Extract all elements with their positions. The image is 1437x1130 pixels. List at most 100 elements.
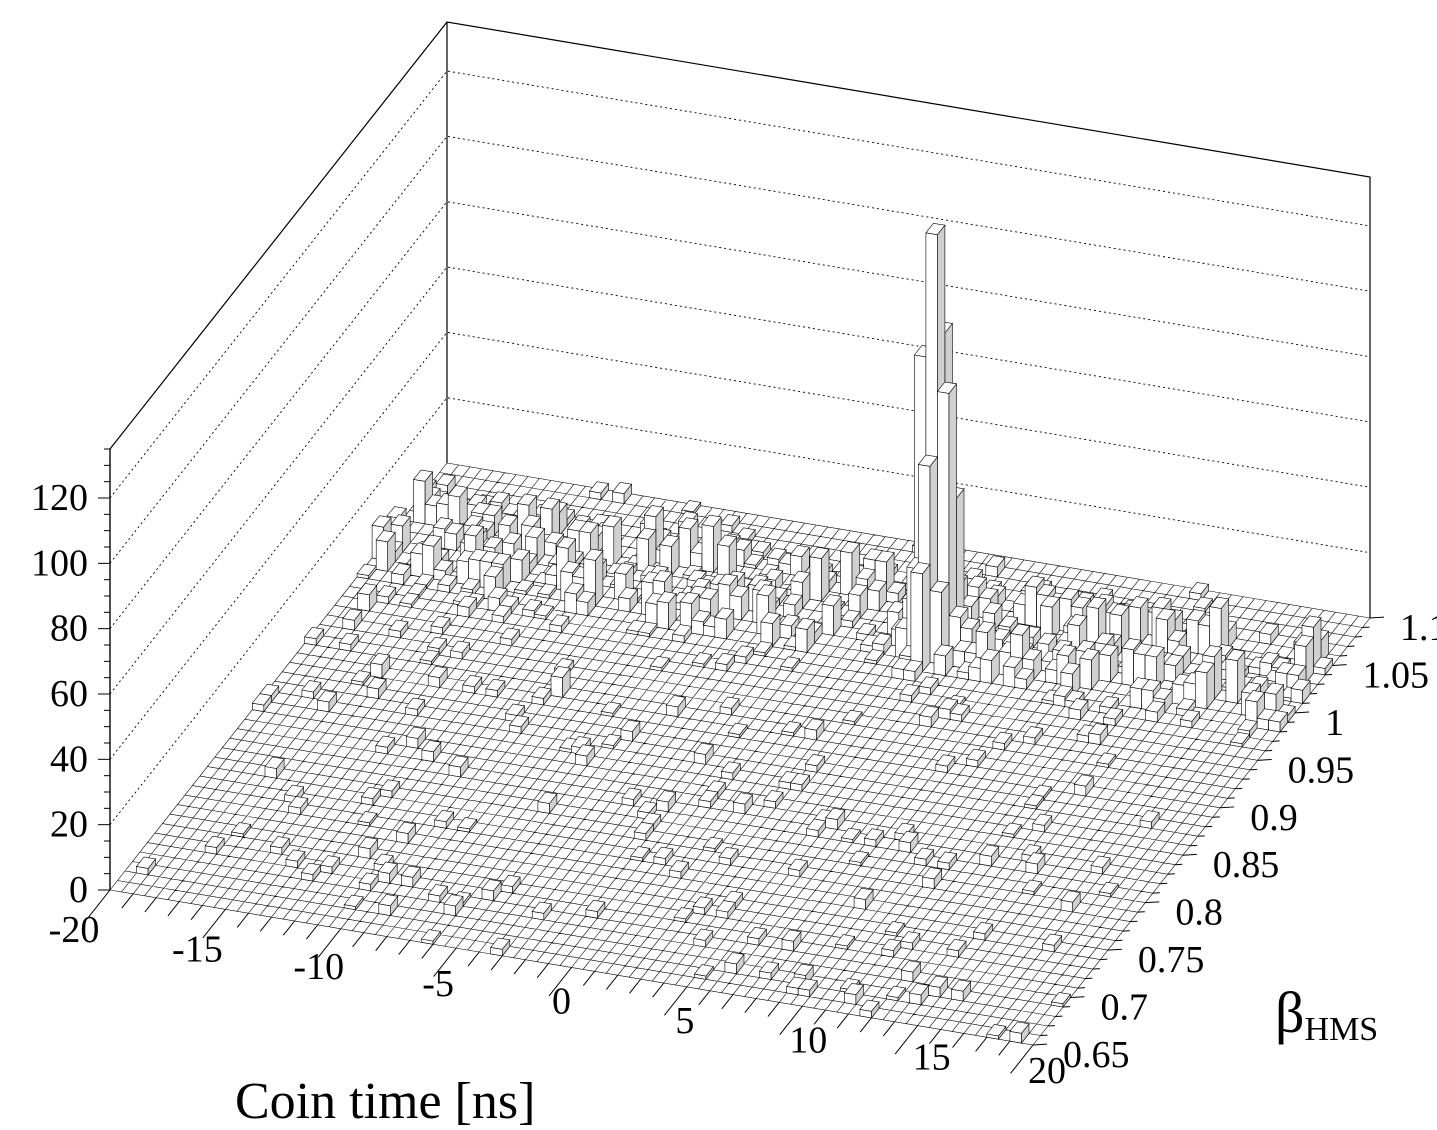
bar: [585, 899, 606, 919]
bar-top-face: [758, 961, 780, 974]
bar-front-face: [933, 653, 946, 677]
bar: [537, 583, 558, 600]
x-tick: [467, 951, 480, 967]
bar: [375, 530, 396, 573]
bar: [789, 772, 811, 793]
bar: [840, 609, 861, 629]
bar: [763, 790, 784, 810]
x-tick-label: 0: [552, 981, 571, 1023]
bar-top-face: [1155, 608, 1176, 621]
bar-top-face: [636, 527, 657, 540]
bar-top-face: [500, 874, 521, 887]
bar-top-face: [378, 894, 399, 907]
bar-top-face: [413, 469, 434, 482]
bar-top-face: [1050, 992, 1071, 1005]
bar-top-face: [350, 670, 372, 683]
bar: [720, 761, 741, 781]
bar-top-face: [601, 733, 622, 746]
bar-top-face: [929, 580, 950, 593]
wall-gridline: [109, 397, 1371, 825]
bar-top-face: [790, 570, 811, 583]
bar: [718, 846, 739, 867]
bar-top-face: [544, 531, 565, 544]
bar-top-face: [693, 742, 714, 755]
bar-top-face: [935, 754, 956, 767]
x-tick: [744, 998, 757, 1014]
bar: [782, 593, 803, 619]
bar-top-face: [733, 645, 755, 658]
bar-top-face: [585, 899, 606, 912]
y-tick: [1257, 758, 1272, 761]
bar: [1090, 855, 1111, 875]
bar-top-face: [405, 697, 426, 710]
bar-top-face: [386, 506, 407, 519]
bar: [633, 821, 654, 842]
bar: [1128, 596, 1149, 645]
bar-top-face: [789, 544, 810, 558]
bar-top-face: [617, 587, 639, 600]
bar-top-face: [456, 595, 478, 608]
bar-top-face: [1240, 681, 1262, 695]
bar: [656, 591, 677, 631]
bar-top-face: [985, 555, 1006, 568]
bar-front-face: [413, 479, 426, 525]
bar-top-face: [998, 615, 1019, 628]
bar-front-face: [809, 556, 822, 602]
bar-top-face: [1103, 707, 1124, 720]
bar: [853, 887, 874, 911]
bar-top-face: [681, 500, 702, 513]
bar: [863, 828, 884, 848]
bar-top-face: [288, 796, 309, 809]
bar-top-face: [369, 652, 391, 666]
bar: [1290, 678, 1311, 705]
x-tick: [767, 1002, 780, 1017]
bar-top-face: [729, 585, 750, 598]
bar: [588, 481, 610, 501]
bar-top-face: [539, 497, 561, 510]
bar-top-face: [665, 695, 686, 708]
bar-front-face: [510, 557, 523, 584]
bar-top-face: [482, 504, 503, 517]
bar-top-face: [612, 481, 633, 495]
bar-top-face: [717, 573, 738, 586]
bar: [884, 921, 905, 938]
bar-top-face: [751, 540, 772, 553]
bar-top-face: [301, 680, 322, 693]
bar-top-face: [375, 735, 396, 748]
bar: [698, 789, 719, 809]
bar: [752, 641, 774, 657]
y-tick: [1220, 806, 1235, 809]
bar-top-face: [780, 656, 801, 669]
bar: [1068, 698, 1089, 721]
bar-top-face: [691, 610, 712, 623]
plot-frame: [109, 21, 1371, 890]
bar: [231, 822, 252, 838]
bar-top-face: [835, 934, 856, 947]
bar-top-face: [342, 608, 363, 621]
bar-top-face: [760, 611, 781, 625]
bar-top-face: [1186, 609, 1207, 622]
bar-top-face: [1060, 890, 1081, 903]
bar-top-face: [1002, 655, 1023, 669]
bar: [405, 697, 426, 717]
bar-top-face: [400, 865, 421, 878]
bar-top-face: [284, 784, 305, 797]
bar: [549, 614, 570, 634]
bar-top-face: [338, 632, 359, 645]
bar: [485, 678, 506, 698]
bar: [929, 580, 950, 666]
bar: [510, 548, 531, 584]
bar-top-face: [358, 836, 379, 850]
y-tick-label: 1.05: [1363, 654, 1430, 696]
bar-top-face: [460, 577, 481, 591]
bar: [1050, 992, 1071, 1008]
bar-top-face: [936, 381, 958, 394]
y-tick-label: 1: [1325, 702, 1344, 744]
bar-top-face: [204, 835, 225, 848]
bar-top-face: [842, 709, 863, 722]
bar-top-face: [556, 536, 577, 549]
bar: [1073, 774, 1094, 797]
bar-top-face: [693, 928, 714, 941]
bar-front-face: [1129, 686, 1142, 709]
x-tick: [1010, 1044, 1034, 1074]
